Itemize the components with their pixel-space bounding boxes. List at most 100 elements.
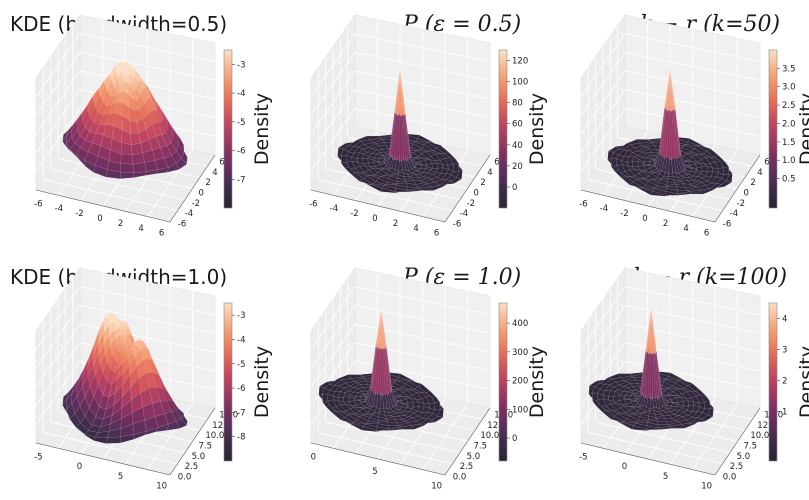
colorbar-tick-label: -3 (237, 311, 245, 321)
x-tick-label: 5 (372, 467, 377, 477)
surface-facet (723, 166, 730, 175)
surface-facet (415, 398, 425, 404)
surface-facet (380, 187, 396, 194)
x-tick-label: -2 (620, 209, 628, 219)
colorbar (769, 50, 777, 208)
subplot-2: ε − P (ε = 0.5)-6 -4 -2 0 2 4 6-6-4-2024612010… (309, 12, 548, 239)
colorbar-tick-label: -7 (237, 408, 245, 418)
x-tick-label: 5 (663, 472, 668, 482)
colorbar (224, 50, 232, 208)
x-axis-line (310, 189, 446, 223)
colorbar-tick-label: 1.5 (782, 138, 796, 148)
surface-facet (421, 396, 430, 405)
x-tick-label: 2 (393, 219, 398, 229)
surface-facet (119, 172, 134, 179)
y-tick-label: -2 (192, 199, 200, 209)
y-tick-label: 2 (205, 178, 210, 188)
colorbar-tick-label: -4 (237, 89, 245, 99)
colorbar-label: Density (251, 93, 273, 165)
surface-facet (699, 162, 708, 167)
colorbar-tick-label: -5 (237, 360, 245, 370)
y-axis-line (169, 154, 216, 223)
y-axis-line (444, 154, 491, 223)
y-tick-label: 7.5 (199, 442, 213, 452)
surface-facet (121, 142, 133, 156)
colorbar-tick-label: 0.5 (782, 175, 796, 185)
x-tick-label: -4 (330, 204, 338, 214)
y-tick-label: 2.5 (460, 462, 474, 472)
y-tick-label: 2.5 (185, 462, 199, 472)
colorbar-tick-label: 4 (782, 314, 787, 324)
surface-facet (159, 107, 168, 123)
colorbar-tick-label: 20 (512, 162, 523, 172)
surface-facet (413, 150, 423, 157)
colorbar (224, 303, 232, 461)
colorbar-tick-label: -6 (237, 384, 245, 394)
surface-facet (683, 153, 693, 161)
y-tick-label: 4 (212, 168, 217, 178)
colorbar (499, 50, 507, 208)
surface-facet (691, 161, 701, 164)
surface-facet (379, 394, 384, 410)
colorbar-tick-label: 100 (512, 405, 528, 415)
colorbar-frame (223, 49, 233, 209)
surface-facet (426, 141, 441, 149)
y-tick-label: 10.0 (205, 431, 224, 441)
surface-facet (133, 171, 147, 178)
surface-facet (650, 190, 666, 197)
x-tick-label: 0 (372, 214, 377, 224)
x-tick-label: 5 (118, 472, 123, 482)
density-surface (62, 60, 188, 179)
colorbar-label: Density (526, 93, 548, 165)
y-tick-label: -4 (185, 209, 193, 219)
surface-facet (431, 162, 438, 169)
surface-facet (361, 426, 377, 432)
subplot-5: ε − P (ε = 1.0)05100.02.55.07.510.012.51… (310, 265, 548, 492)
surface-facet (439, 158, 449, 166)
y-axis-line (444, 407, 491, 476)
y-tick-label: 6 (764, 158, 769, 168)
colorbar-frame (498, 49, 508, 209)
colorbar-tick-label: 200 (512, 377, 528, 387)
surface-facet (131, 152, 145, 165)
surface-facet (660, 385, 671, 389)
surface-facet (412, 392, 422, 400)
y-tick-label: -6 (723, 219, 731, 229)
y-tick-label: 2.5 (730, 462, 744, 472)
colorbar-tick-label: -5 (237, 118, 245, 128)
colorbar-tick-label: 100 (512, 78, 528, 88)
subplot-3: k − r (k=50)-6 -4 -2 0 2 4 6-6-4-202463.53.02.… (579, 12, 809, 239)
y-tick-label: -4 (730, 209, 738, 219)
surface-facet (343, 396, 350, 403)
surface-facet (399, 387, 411, 391)
colorbar-tick-label: 1 (782, 407, 787, 417)
subplot-4: KDE (bandwidth=1.0)-505100.02.55.07.510.… (10, 265, 273, 492)
surface-facet (712, 184, 725, 191)
surface-facet (169, 123, 179, 138)
colorbar-tick-label: 3.0 (782, 83, 796, 93)
colorbar-tick-label: 0 (512, 183, 517, 193)
colorbar-tick-label: 80 (512, 99, 523, 109)
colorbar-frame (768, 49, 778, 209)
colorbar-tick-label: -8 (237, 433, 245, 443)
surface-facet (394, 389, 404, 396)
x-tick-label: 0 (622, 462, 627, 472)
x-tick-label: -6 (34, 199, 42, 209)
x-tick-label: 10 (431, 482, 442, 492)
surface-facet (406, 389, 418, 396)
colorbar-tick-label: -4 (237, 335, 245, 345)
y-tick-label: 0.0 (453, 472, 467, 482)
y-tick-label: 4 (757, 168, 762, 178)
x-tick-label: -2 (75, 209, 83, 219)
surface-facet (701, 166, 708, 173)
x-tick-label: 0 (311, 452, 316, 462)
y-tick-label: 0 (474, 189, 479, 199)
surface-facet (105, 436, 121, 444)
x-tick-label: 2 (118, 219, 123, 229)
x-tick-label: -6 (309, 199, 317, 209)
surface-facet (677, 379, 692, 386)
surface-facet (664, 193, 679, 197)
density-surface (337, 68, 463, 194)
colorbar-tick-label: 300 (512, 348, 528, 358)
surface-facet (424, 142, 438, 151)
